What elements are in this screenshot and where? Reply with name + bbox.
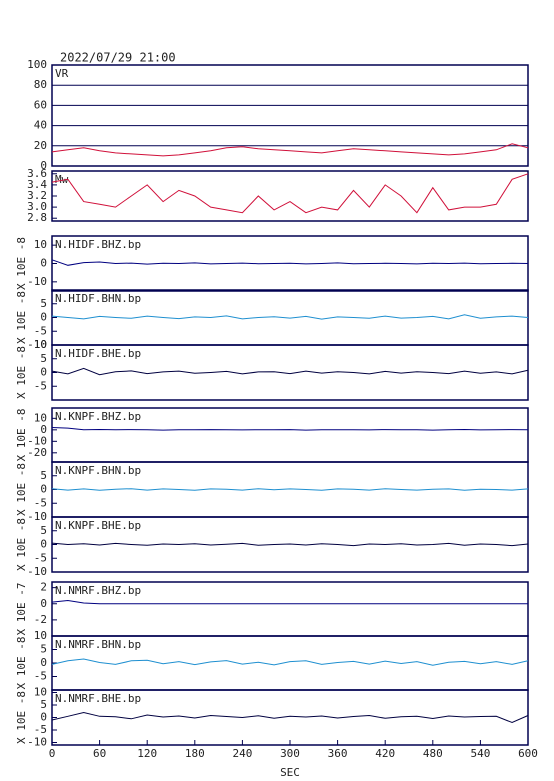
y-tick-label: 0 <box>40 597 47 610</box>
y-tick-label: 0 <box>40 711 47 724</box>
y-tick-label: 5 <box>40 352 47 365</box>
y-tick-label: -2 <box>34 613 47 626</box>
x-tick-label: 600 <box>518 747 538 760</box>
y-tick-label: 10 <box>34 686 47 699</box>
panel-label: N.HIDF.BHZ.bp <box>55 238 141 251</box>
trace-line <box>51 488 529 491</box>
y-tick-label: 80 <box>34 78 47 91</box>
y-tick-label: 5 <box>40 524 47 537</box>
y-axis-label: X 10E -8 <box>15 637 28 690</box>
panel-label: N.HIDF.BHN.bp <box>55 292 141 305</box>
x-tick-label: 480 <box>423 747 443 760</box>
y-tick-label: -5 <box>34 496 47 509</box>
y-tick-label: 0 <box>40 538 47 551</box>
x-axis-label: SEC <box>280 766 300 779</box>
trace-line <box>51 367 529 376</box>
y-tick-label: 5 <box>40 297 47 310</box>
y-tick-label: 10 <box>34 411 47 424</box>
y-tick-label: -5 <box>34 723 47 736</box>
y-tick-label: 0 <box>40 257 47 270</box>
x-tick-label: 540 <box>470 747 490 760</box>
y-tick-label: 0 <box>40 159 47 172</box>
trace-line <box>51 658 529 666</box>
y-tick-label: -10 <box>27 565 47 578</box>
y-tick-label: -10 <box>27 338 47 351</box>
y-axis-label: X 10E -8 <box>15 237 28 290</box>
y-axis-label: X 10E -8 <box>15 463 28 516</box>
trace-line <box>51 259 529 266</box>
trace-line <box>51 143 529 157</box>
trace-line <box>51 173 529 214</box>
y-tick-label: 100 <box>27 58 47 71</box>
y-tick-label: 0 <box>40 311 47 324</box>
y-axis-label: X 10E -8 <box>15 409 28 462</box>
y-tick-label: 2.8 <box>27 211 47 224</box>
panel-label: N.KNPF.BHZ.bp <box>55 410 141 423</box>
y-tick-label: 20 <box>34 139 47 152</box>
x-tick-label: 60 <box>93 747 106 760</box>
panel-label: N.HIDF.BHE.bp <box>55 347 141 360</box>
panel-label: N.NMRF.BHE.bp <box>55 692 141 705</box>
y-tick-label: 60 <box>34 98 47 111</box>
panel-label: VR <box>55 67 69 80</box>
x-tick-label: 300 <box>280 747 300 760</box>
y-tick-label: 2 <box>40 581 47 594</box>
x-tick-label: 120 <box>137 747 157 760</box>
y-tick-label: -10 <box>27 736 47 749</box>
y-tick-label: 10 <box>34 629 47 642</box>
y-tick-label: -20 <box>27 446 47 459</box>
y-tick-label: 3.4 <box>27 178 47 191</box>
y-tick-label: 10 <box>34 238 47 251</box>
y-tick-label: -10 <box>27 434 47 447</box>
y-tick-label: 0 <box>40 366 47 379</box>
panel-label: N.KNPF.BHN.bp <box>55 464 141 477</box>
y-axis-label: X 10E -7 <box>15 583 28 636</box>
x-tick-label: 360 <box>328 747 348 760</box>
y-tick-label: 5 <box>40 643 47 656</box>
trace-line <box>51 314 529 320</box>
y-tick-label: -5 <box>34 551 47 564</box>
y-axis-label: X 10E -8 <box>15 518 28 571</box>
x-tick-label: 180 <box>185 747 205 760</box>
y-tick-label: 0 <box>40 483 47 496</box>
date-title: 2022/07/29 21:00 <box>60 51 176 65</box>
panel-label: Mw <box>55 173 69 186</box>
panel-label: N.NMRF.BHZ.bp <box>55 584 141 597</box>
trace-line <box>51 599 528 605</box>
y-tick-label: 0 <box>40 423 47 436</box>
panel-label: N.NMRF.BHN.bp <box>55 638 141 651</box>
x-tick-label: 420 <box>375 747 395 760</box>
y-tick-label: -5 <box>34 379 47 392</box>
y-tick-label: -5 <box>34 670 47 683</box>
y-axis-label: X 10E -8 <box>15 691 28 744</box>
y-axis-label: X 10E -8 <box>15 346 28 399</box>
y-tick-label: 40 <box>34 119 47 132</box>
y-tick-label: 3.6 <box>27 167 47 180</box>
y-tick-label: 3.0 <box>27 200 47 213</box>
y-axis-label: X 10E -8 <box>15 291 28 344</box>
trace-line <box>51 711 529 724</box>
y-tick-label: 0 <box>40 656 47 669</box>
x-tick-label: 0 <box>49 747 56 760</box>
y-tick-label: 10 <box>34 338 47 351</box>
y-tick-label: 5 <box>40 469 47 482</box>
trace-line <box>51 542 529 547</box>
y-tick-label: 5 <box>40 698 47 711</box>
panel-frame <box>51 170 529 222</box>
y-tick-label: -5 <box>34 324 47 337</box>
panel-label: N.KNPF.BHE.bp <box>55 519 141 532</box>
y-tick-label: 3.2 <box>27 189 47 202</box>
y-tick-label: -10 <box>27 510 47 523</box>
x-tick-label: 240 <box>232 747 252 760</box>
trace-line <box>51 427 529 431</box>
y-tick-label: -10 <box>27 275 47 288</box>
